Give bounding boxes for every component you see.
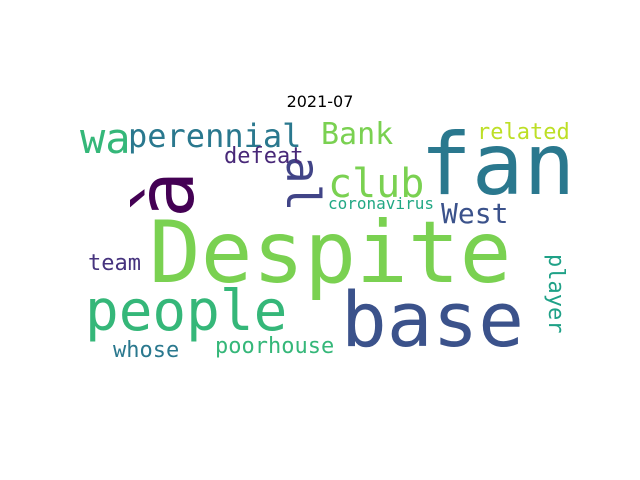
word-whose: whose	[113, 338, 180, 363]
word-fan: fan	[420, 115, 576, 215]
chart-title: 2021-07	[286, 92, 354, 111]
word-related: related	[477, 120, 570, 145]
word-west: West	[441, 197, 509, 230]
word-coronavirus: coronavirus	[328, 194, 434, 213]
word-poorhouse: poorhouse	[215, 334, 335, 359]
word-wa: wa	[80, 114, 131, 163]
word-defeat: defeat	[224, 144, 304, 169]
word-club: club	[328, 161, 425, 207]
word-base: base	[341, 275, 525, 364]
word-people: people	[85, 279, 288, 344]
word-perennial: perennial	[128, 117, 302, 155]
word-player: player	[543, 254, 568, 334]
word-team: team	[88, 251, 141, 276]
word-cloud: Despite fan base people à wa perennial B…	[80, 118, 576, 370]
word-a-big: à	[122, 171, 212, 218]
word-bank: Bank	[321, 117, 394, 152]
word-despite: Despite	[149, 203, 512, 303]
